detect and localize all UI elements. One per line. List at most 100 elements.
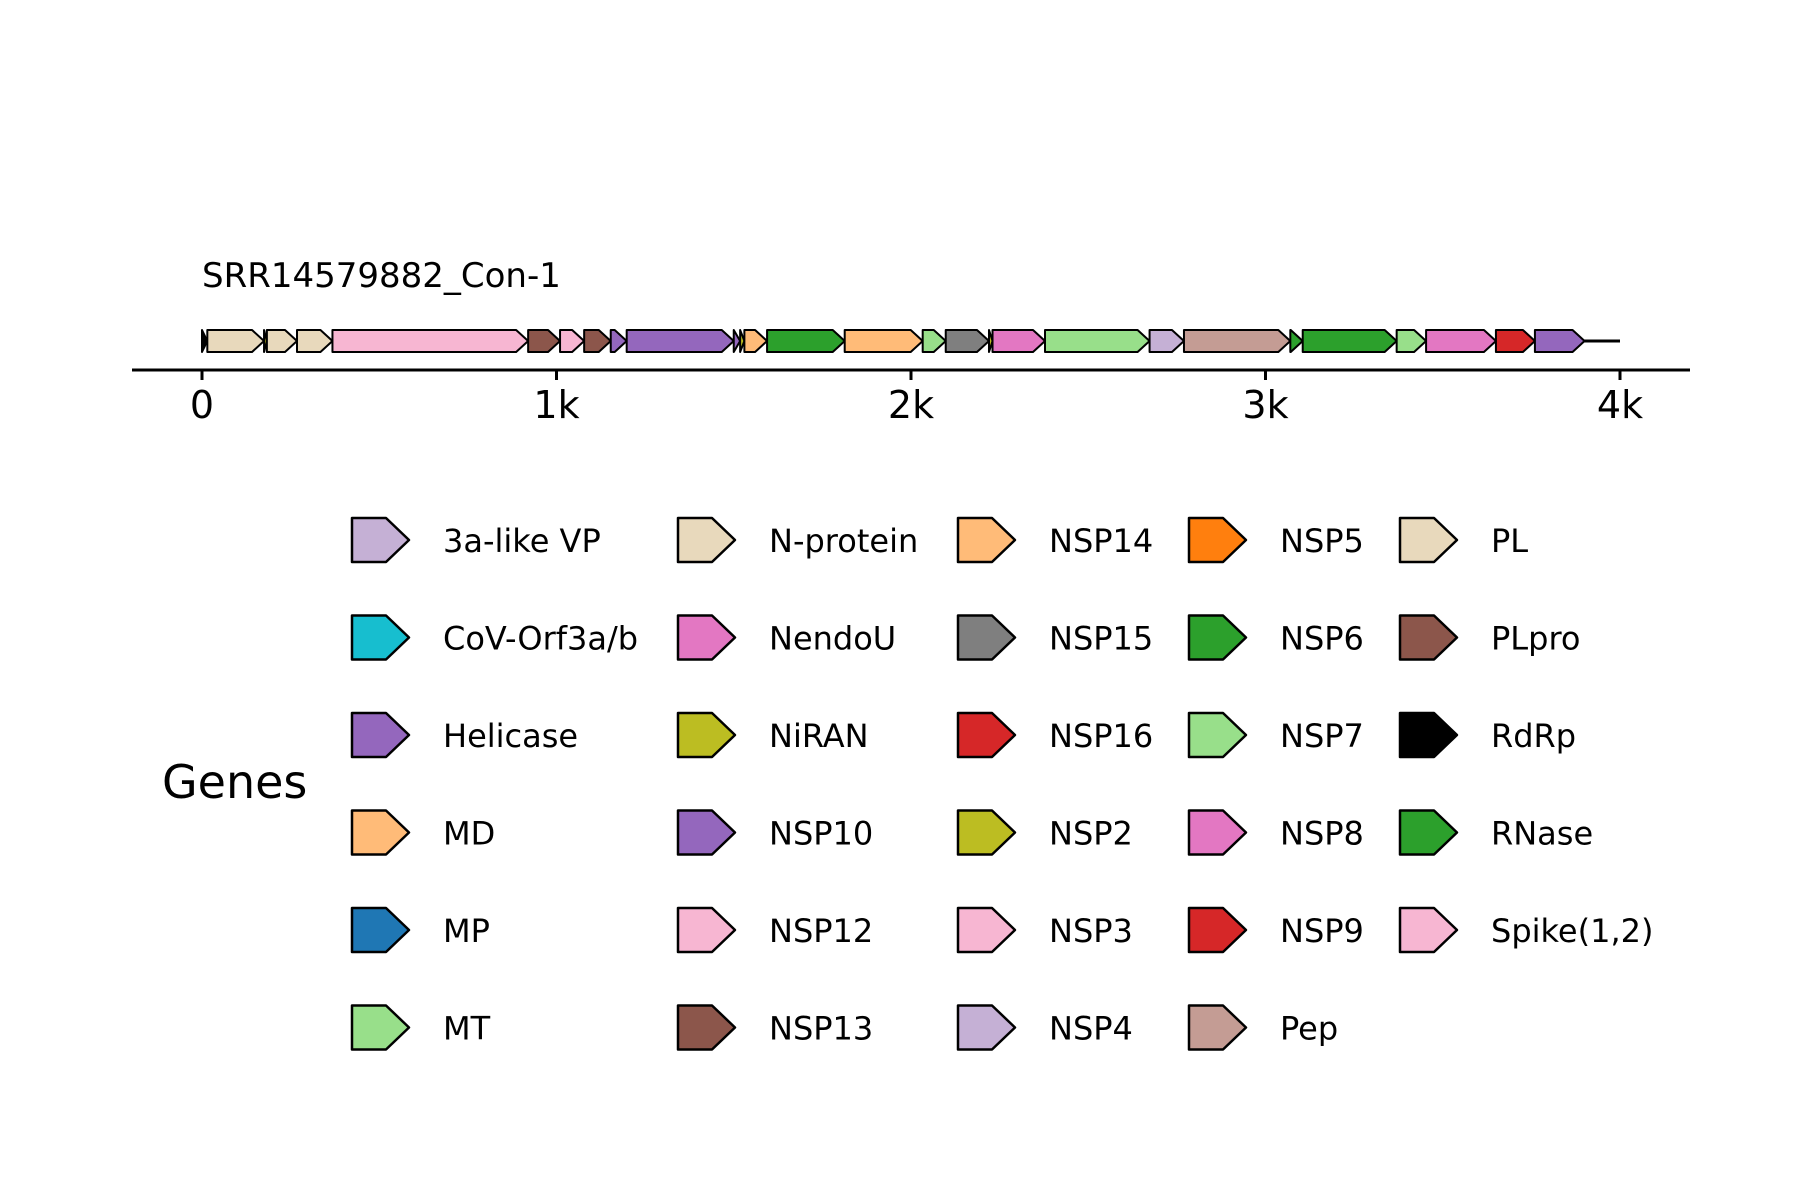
legend-label: NSP15 — [1049, 620, 1153, 658]
legend-label: N-protein — [769, 522, 918, 560]
legend-label: NSP3 — [1049, 912, 1133, 950]
legend-label: Pep — [1280, 1010, 1338, 1048]
x-tick-label: 0 — [190, 383, 214, 427]
legend-swatch — [1398, 614, 1459, 661]
track-label: SRR14579882_Con-1 — [202, 256, 561, 296]
legend-item-nsp6: NSP6 — [1187, 614, 1364, 661]
legend-item-mp: MP — [350, 906, 490, 954]
legend-swatch — [1187, 1004, 1248, 1051]
gene-arrow-nsp10 — [1533, 329, 1586, 353]
legend-item-nsp4: NSP4 — [956, 1004, 1133, 1051]
legend-label: CoV-Orf3a/b — [443, 620, 638, 658]
gene-arrow-nsp15 — [944, 329, 990, 353]
legend-item-pl: PL — [1398, 516, 1528, 564]
gene-arrow-nsp10 — [732, 329, 742, 353]
legend-label: MD — [443, 815, 495, 853]
legend-item-cov-orf3a-b: CoV-Orf3a/b — [350, 614, 638, 661]
legend-swatch — [350, 809, 411, 856]
legend-swatch — [956, 1004, 1017, 1051]
legend-label: NSP16 — [1049, 717, 1153, 755]
legend-label: NSP5 — [1280, 522, 1364, 560]
x-tick-label: 2k — [888, 383, 934, 427]
legend-swatch — [350, 906, 411, 954]
gene-arrow-nsp6 — [1301, 329, 1398, 353]
legend-item-nsp15: NSP15 — [956, 614, 1153, 661]
legend-label: NSP7 — [1280, 717, 1364, 755]
legend-swatch — [676, 1004, 737, 1051]
legend-swatch — [1398, 906, 1459, 954]
x-axis: 0 1k 2k 3k 4k — [132, 368, 1690, 427]
gene-arrow-plpro — [527, 329, 562, 353]
legend-label: NSP2 — [1049, 815, 1133, 853]
gene-arrow-nsp14 — [843, 329, 924, 353]
gene-arrow-md — [743, 329, 769, 353]
gene-arrow-nsp13 — [583, 329, 612, 353]
legend-item-mt: MT — [350, 1004, 491, 1051]
legend-label: NSP10 — [769, 815, 873, 853]
legend-item-helicase: Helicase — [350, 711, 578, 759]
legend-swatch — [1398, 516, 1459, 564]
legend-swatch — [1187, 516, 1248, 564]
legend-label: PLpro — [1491, 620, 1580, 658]
gene-arrow-helicase — [625, 329, 735, 353]
gene-arrow-nsp2 — [987, 329, 994, 353]
legend-item-nsp9: NSP9 — [1187, 906, 1364, 954]
gene-arrows — [201, 329, 1586, 353]
legend-item-nsp8: NSP8 — [1187, 809, 1364, 856]
gene-arrow-spike-1-2 — [331, 329, 530, 353]
legend-swatch — [350, 711, 411, 759]
legend-label: 3a-like VP — [443, 522, 601, 560]
legend-item-n-protein: N-protein — [676, 516, 918, 564]
legend-item-nsp2: NSP2 — [956, 809, 1133, 856]
legend-label: NSP4 — [1049, 1010, 1133, 1048]
legend-swatch — [1187, 614, 1248, 661]
gene-arrow-nsp9 — [1494, 329, 1536, 353]
legend-label: NSP6 — [1280, 620, 1364, 658]
gene-arrow-nsp8 — [991, 329, 1047, 353]
gene-arrow-mt — [1044, 329, 1151, 353]
legend-label: RNase — [1491, 815, 1593, 853]
legend-swatch — [350, 516, 411, 564]
gene-arrow-nsp10 — [609, 329, 628, 353]
gene-arrow-n-protein — [265, 329, 299, 353]
legend-item-niran: NiRAN — [676, 711, 869, 759]
legend-swatch — [956, 711, 1017, 759]
legend-swatch — [956, 516, 1017, 564]
legend-label: NSP14 — [1049, 522, 1153, 560]
legend-label: NSP12 — [769, 912, 873, 950]
gene-arrow-nsp7 — [1395, 329, 1428, 353]
legend-swatch — [676, 906, 737, 954]
gene-arrow-pl — [296, 329, 334, 353]
legend-item-spike-1-2: Spike(1,2) — [1398, 906, 1653, 954]
legend-label: MT — [443, 1010, 491, 1048]
legend-label: Spike(1,2) — [1491, 912, 1653, 950]
gene-arrow-rdrp — [201, 329, 209, 353]
legend-item-nsp3: NSP3 — [956, 906, 1133, 954]
legend-swatch — [350, 1004, 411, 1051]
legend-item-nsp5: NSP5 — [1187, 516, 1364, 564]
legend-title: Genes — [162, 755, 307, 809]
gene-arrow-nsp6 — [766, 329, 846, 353]
legend-label: NSP13 — [769, 1010, 873, 1048]
gene-arrow-pep — [1182, 329, 1292, 353]
legend-swatch — [1398, 711, 1459, 759]
legend-item-nsp10: NSP10 — [676, 809, 873, 856]
legend-swatch — [676, 711, 737, 759]
x-tick-label: 1k — [533, 383, 579, 427]
legend-swatch — [676, 516, 737, 564]
gene-arrow-niran — [263, 329, 268, 353]
legend-label: NSP9 — [1280, 912, 1364, 950]
gene-arrow-pl — [206, 329, 266, 353]
legend-swatch — [956, 906, 1017, 954]
legend-item-nsp7: NSP7 — [1187, 711, 1364, 759]
legend-label: Helicase — [443, 717, 578, 755]
gene-arrow-nsp2 — [739, 329, 746, 353]
legend-item-nendou: NendoU — [676, 614, 896, 661]
legend-item-rdrp: RdRp — [1398, 711, 1576, 759]
legend-item-md: MD — [350, 809, 495, 856]
legend-label: NSP8 — [1280, 815, 1364, 853]
gene-arrow-rnase — [1289, 329, 1304, 353]
legend: 3a-like VP CoV-Orf3a/b Helicase MD MP MT N-pro… — [350, 516, 1653, 1051]
legend-label: MP — [443, 912, 490, 950]
